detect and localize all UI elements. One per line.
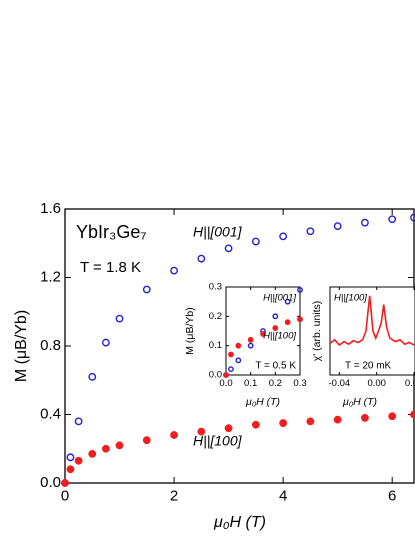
data-point <box>170 266 178 275</box>
legend-label: H||[001] <box>193 224 243 240</box>
legend-label: H||[001] <box>263 293 296 304</box>
data-point <box>251 237 260 246</box>
data-point <box>66 465 75 474</box>
data-point <box>333 415 342 424</box>
data-point <box>272 325 279 331</box>
data-point <box>74 417 83 426</box>
y-tick-label: 1.6 <box>40 200 61 217</box>
x-tick-label: 0.04 <box>405 378 415 389</box>
x-tick-label: 0 <box>61 487 69 504</box>
data-point <box>306 417 315 426</box>
x-tick-label: 0.0 <box>219 378 232 389</box>
x-tick-label: 0.00 <box>367 378 386 389</box>
data-point <box>88 372 97 381</box>
data-point <box>306 227 315 236</box>
x-tick-label: 2 <box>170 487 178 504</box>
y-tick-label: 0.8 <box>40 337 61 354</box>
data-point <box>224 244 233 253</box>
data-point <box>197 254 206 263</box>
legend-label: H||[100] <box>334 293 367 304</box>
data-point <box>272 313 279 320</box>
y-axis-label: χ' (arb. units) <box>311 301 323 362</box>
data-point <box>333 222 342 231</box>
data-point <box>197 427 206 436</box>
annotation: T = 0.5 K <box>255 361 296 372</box>
x-tick-label: -0.04 <box>329 378 351 389</box>
data-point <box>410 213 415 222</box>
data-point <box>284 319 291 326</box>
data-point <box>88 449 97 458</box>
legend-label: H||[100] <box>193 433 243 449</box>
data-point <box>279 419 288 427</box>
data-point <box>61 479 69 487</box>
y-tick-label: 0.0 <box>40 474 61 491</box>
data-line <box>329 295 415 347</box>
data-point <box>279 232 288 241</box>
data-point <box>297 316 303 323</box>
y-tick-label: 0.1 <box>209 340 222 351</box>
data-point <box>247 342 254 349</box>
y-tick-label: 0.3 <box>209 282 222 293</box>
data-point <box>361 414 369 422</box>
x-axis-label: μ₀H (T) <box>245 396 280 408</box>
data-point <box>228 351 234 358</box>
data-point <box>247 336 254 343</box>
data-point <box>251 420 260 429</box>
legend-label: H||[100] <box>263 331 296 342</box>
data-point <box>260 331 266 337</box>
data-point <box>410 410 415 419</box>
data-point <box>284 298 291 305</box>
y-axis-label: M (μB/Yb) <box>184 307 196 354</box>
annotation: YbIr₃Ge₇ <box>76 222 147 242</box>
data-point <box>115 314 124 323</box>
data-point <box>101 444 110 453</box>
y-tick-label: 1.2 <box>40 268 61 285</box>
data-point <box>235 342 242 349</box>
y-tick-label: 0.0 <box>209 370 222 381</box>
annotation: T = 1.8 K <box>80 259 141 276</box>
y-tick-label: 0.2 <box>209 311 222 322</box>
y-tick-label: 0.4 <box>40 405 61 422</box>
data-point <box>388 412 397 421</box>
data-point <box>235 357 242 364</box>
data-point <box>142 285 151 294</box>
x-tick-label: 0.3 <box>293 378 306 389</box>
data-point <box>297 287 303 293</box>
data-point <box>224 424 233 433</box>
data-point <box>228 366 234 373</box>
data-point <box>223 372 229 378</box>
plot-frame <box>225 286 301 376</box>
data-point <box>142 436 151 445</box>
x-tick-label: 6 <box>388 487 396 504</box>
data-point <box>170 431 178 439</box>
data-point <box>74 456 83 465</box>
data-point <box>66 453 75 462</box>
x-tick-label: 0.2 <box>269 378 282 389</box>
data-point <box>361 218 369 227</box>
data-point <box>115 441 124 450</box>
data-point <box>101 338 110 347</box>
data-point <box>388 215 397 224</box>
x-axis-label: μ₀H (T) <box>342 396 377 408</box>
annotation: T = 20 mK <box>345 361 392 372</box>
x-axis-label: μ₀H (T) <box>213 514 266 531</box>
x-tick-label: 0.1 <box>244 378 257 389</box>
y-axis-label: M (μB/Yb) <box>13 310 30 382</box>
x-tick-label: 4 <box>279 487 287 504</box>
